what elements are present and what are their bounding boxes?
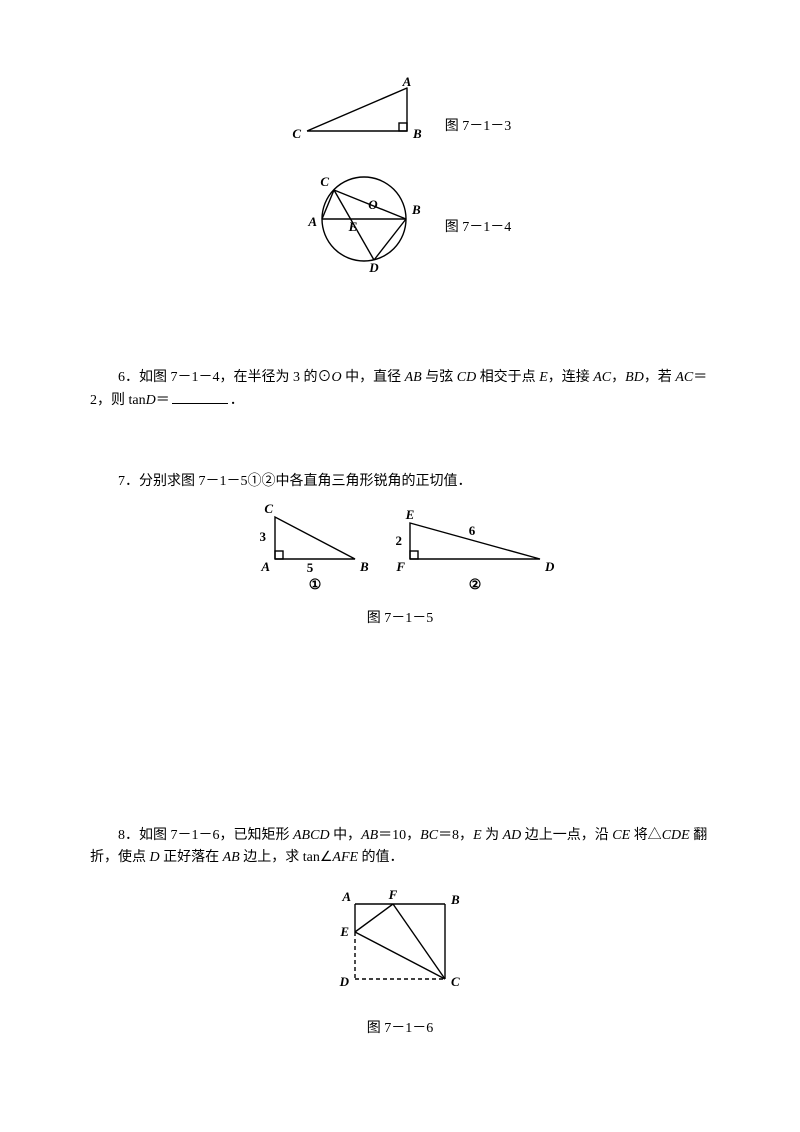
figure-7-1-6-svg: A F B E D C [325, 884, 475, 1004]
f6-F: F [388, 887, 398, 902]
caption-7-1-4: 图 7－1－4 [445, 217, 512, 239]
r-6: 6 [469, 523, 476, 538]
l-3: 3 [260, 529, 267, 544]
label-D: D [368, 260, 379, 275]
figure-7-1-3-svg: A B C [289, 76, 439, 146]
problem-6-num: 6． [118, 370, 139, 385]
l-marker: ① [309, 578, 322, 593]
label-A: A [401, 76, 411, 89]
figure-7-1-5-svg: C A B 3 5 ① E F D 2 6 ② [240, 499, 560, 594]
caption-7-1-6: 图 7－1－6 [90, 1018, 710, 1040]
problem-6: 6．如图 7－1－4，在半径为 3 的⊙O 中，直径 AB 与弦 CD 相交于点… [90, 367, 710, 413]
label-B: B [411, 202, 421, 217]
f6-C: C [451, 974, 460, 989]
r-E: E [405, 507, 415, 522]
label-C: C [320, 174, 329, 189]
problem-7-num: 7． [118, 474, 139, 489]
figure-7-1-4: C B A D E O 图 7－1－4 [90, 164, 710, 292]
l-C: C [264, 501, 273, 516]
caption-7-1-5: 图 7－1－5 [90, 608, 710, 630]
label-E: E [347, 219, 357, 234]
problem-7: 7．分别求图 7－1－5①②中各直角三角形锐角的正切值． [90, 471, 710, 493]
l-A: A [260, 559, 270, 574]
problem-8: 8．如图 7－1－6，已知矩形 ABCD 中，AB＝10，BC＝8，E 为 AD… [90, 825, 710, 870]
r-D: D [544, 559, 555, 574]
label-B: B [412, 126, 422, 141]
figure-7-1-3: A B C 图 7－1－3 [90, 76, 710, 154]
figure-7-1-5: C A B 3 5 ① E F D 2 6 ② 图 7－1－5 [90, 499, 710, 631]
problem-8-num: 8． [118, 828, 139, 843]
r-marker: ② [469, 578, 482, 593]
caption-7-1-3: 图 7－1－3 [445, 116, 512, 138]
label-O: O [368, 197, 378, 212]
answer-blank-6 [172, 389, 228, 404]
figure-7-1-6: A F B E D C 图 7－1－6 [90, 884, 710, 1041]
r-2: 2 [396, 533, 403, 548]
f6-D: D [339, 974, 350, 989]
f6-E: E [339, 924, 349, 939]
document-page: A B C 图 7－1－3 [0, 0, 800, 1096]
r-F: F [395, 559, 405, 574]
figure-7-1-4-svg: C B A D E O [289, 164, 439, 284]
l-B: B [359, 559, 369, 574]
f6-B: B [450, 892, 460, 907]
label-C: C [292, 126, 301, 141]
f6-A: A [341, 889, 351, 904]
l-5: 5 [307, 560, 314, 575]
label-A: A [307, 214, 317, 229]
